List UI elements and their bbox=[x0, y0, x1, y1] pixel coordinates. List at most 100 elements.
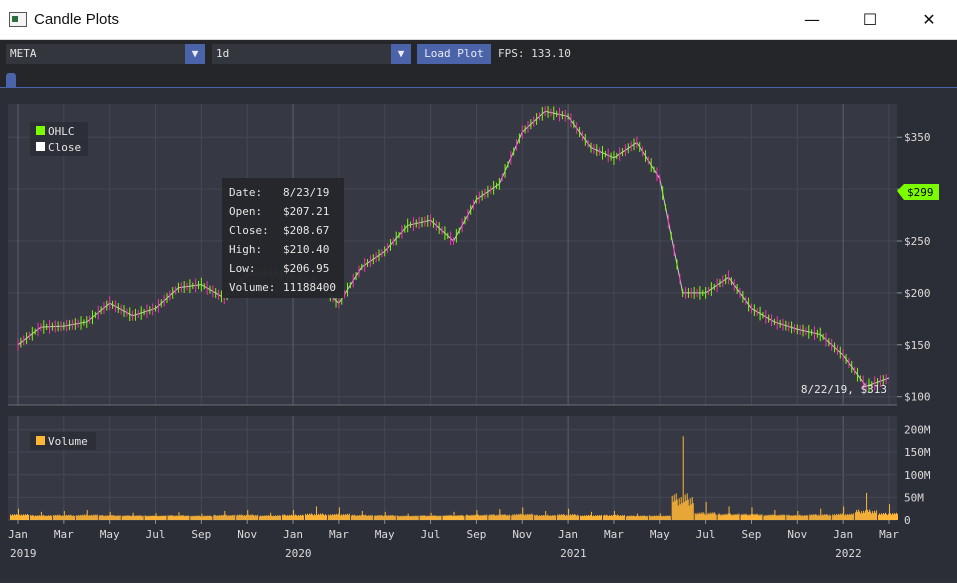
volume-bar bbox=[66, 515, 68, 520]
volume-bar bbox=[846, 515, 848, 520]
volume-bar bbox=[19, 514, 20, 520]
volume-bar bbox=[205, 515, 207, 520]
minimize-button[interactable]: — bbox=[804, 10, 820, 29]
volume-bar bbox=[130, 516, 132, 520]
volume-bar bbox=[817, 515, 819, 520]
volume-bar bbox=[710, 513, 712, 520]
volume-bar bbox=[660, 515, 662, 520]
volume-bar bbox=[503, 515, 505, 520]
volume-bar bbox=[737, 514, 739, 520]
volume-bar bbox=[473, 514, 475, 520]
close-legend-label: Close bbox=[48, 141, 81, 154]
volume-bar bbox=[146, 516, 148, 520]
volume-bar bbox=[545, 510, 547, 520]
volume-bar bbox=[671, 495, 673, 520]
volume-bar bbox=[101, 514, 103, 520]
volume-bar bbox=[575, 514, 577, 520]
volume-bar bbox=[695, 514, 697, 520]
hover-readout: 8/22/19, $313 bbox=[801, 383, 887, 396]
volume-bar bbox=[680, 497, 682, 520]
volume-bar bbox=[40, 511, 42, 520]
volume-bar bbox=[638, 516, 640, 520]
volume-bar bbox=[681, 503, 683, 520]
price-plot-bg[interactable] bbox=[8, 104, 897, 405]
volume-bar bbox=[492, 515, 494, 520]
volume-bar bbox=[62, 515, 64, 520]
volume-bar bbox=[406, 516, 408, 520]
volume-bar bbox=[779, 514, 781, 520]
volume-bar bbox=[257, 514, 259, 520]
volume-bar bbox=[86, 510, 88, 520]
volume-bar bbox=[250, 514, 252, 520]
volume-bar bbox=[23, 514, 24, 520]
volume-bar bbox=[233, 515, 235, 520]
close-button[interactable]: ✕ bbox=[922, 10, 936, 29]
volume-bar bbox=[471, 514, 473, 520]
triangle-down-icon[interactable]: ▼ bbox=[391, 44, 411, 64]
volume-bar bbox=[727, 513, 729, 520]
x-tick-label: Mar bbox=[329, 528, 349, 541]
volume-bar bbox=[584, 515, 586, 520]
volume-bar bbox=[116, 516, 118, 520]
volume-bar bbox=[848, 514, 850, 520]
volume-bar bbox=[381, 515, 383, 520]
volume-bar bbox=[724, 514, 726, 520]
volume-bar bbox=[634, 516, 636, 520]
volume-bar bbox=[59, 515, 61, 520]
volume-bar bbox=[21, 514, 22, 520]
volume-series bbox=[10, 436, 898, 520]
volume-bar bbox=[238, 515, 240, 520]
volume-bar bbox=[595, 515, 597, 520]
volume-bar bbox=[725, 513, 727, 520]
volume-bar bbox=[858, 509, 860, 520]
price-ytick-label: $100 bbox=[904, 391, 931, 404]
volume-bar bbox=[542, 515, 544, 520]
volume-bar bbox=[85, 514, 87, 520]
volume-bar bbox=[409, 516, 411, 520]
load-plot-button[interactable]: Load Plot bbox=[417, 44, 491, 64]
volume-bar bbox=[541, 515, 543, 520]
volume-bar bbox=[81, 514, 83, 520]
volume-bar bbox=[706, 514, 708, 520]
volume-bar bbox=[847, 514, 849, 520]
volume-bar bbox=[284, 514, 286, 520]
volume-bar bbox=[231, 515, 233, 520]
volume-bar bbox=[114, 516, 116, 520]
volume-bar bbox=[232, 514, 234, 520]
volume-bar bbox=[95, 515, 97, 520]
volume-bar bbox=[162, 515, 164, 520]
volume-bar bbox=[107, 515, 109, 520]
volume-bar bbox=[164, 515, 166, 520]
symbol-combo[interactable]: META ▼ bbox=[6, 44, 205, 64]
volume-bar bbox=[436, 516, 438, 520]
volume-bar bbox=[774, 510, 776, 520]
triangle-down-icon[interactable]: ▼ bbox=[185, 44, 205, 64]
volume-bar bbox=[304, 514, 306, 520]
volume-bar bbox=[591, 511, 593, 520]
volume-bar bbox=[303, 515, 305, 520]
maximize-button[interactable]: ☐ bbox=[862, 10, 878, 29]
volume-bar bbox=[202, 516, 204, 520]
tooltip-key: Date: bbox=[229, 186, 262, 199]
volume-bar bbox=[424, 515, 426, 520]
volume-bar bbox=[65, 514, 67, 520]
volume-bar bbox=[347, 514, 349, 520]
volume-bar bbox=[667, 516, 669, 520]
volume-bar bbox=[439, 515, 441, 520]
volume-bar bbox=[702, 512, 704, 520]
plot-tab[interactable] bbox=[6, 73, 16, 87]
volume-bar bbox=[558, 515, 560, 520]
volume-bar bbox=[428, 515, 430, 520]
interval-combo[interactable]: 1d ▼ bbox=[212, 44, 411, 64]
volume-bar bbox=[662, 515, 664, 520]
volume-bar bbox=[793, 515, 795, 520]
chart-svg[interactable]: $350$300$250$200$150$100 $299 OHLC Close… bbox=[0, 88, 957, 579]
volume-bar bbox=[752, 514, 754, 520]
volume-bar bbox=[839, 514, 841, 520]
volume-bar bbox=[265, 515, 267, 520]
volume-bar bbox=[394, 515, 396, 520]
volume-bar bbox=[404, 516, 406, 520]
volume-bar bbox=[125, 515, 127, 520]
volume-bar bbox=[338, 507, 340, 520]
volume-plot-bg[interactable] bbox=[8, 416, 897, 520]
